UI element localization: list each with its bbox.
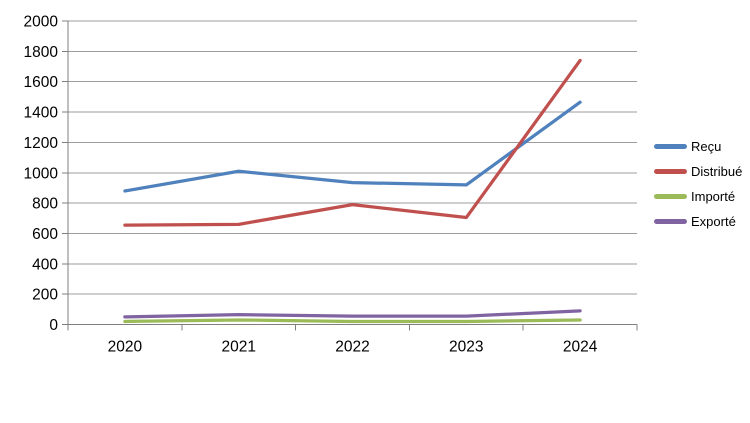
- svg-text:1800: 1800: [24, 44, 59, 61]
- legend-item-recu: Reçu: [654, 134, 742, 159]
- svg-text:2020: 2020: [108, 339, 143, 356]
- legend-line-swatch-importe: [654, 194, 687, 199]
- svg-text:2022: 2022: [335, 339, 369, 356]
- svg-text:2021: 2021: [221, 339, 255, 356]
- line-chart: 2000180016001400120010008006004002000202…: [24, 14, 638, 356]
- legend-label-recu: Reçu: [691, 139, 722, 154]
- svg-text:800: 800: [32, 196, 58, 213]
- legend-label-importe: Importé: [691, 189, 736, 204]
- legend-line-swatch-recu: [654, 144, 687, 149]
- legend-line-swatch-distribue: [654, 169, 687, 174]
- legend-label-distribue: Distribué: [691, 164, 743, 179]
- svg-text:2023: 2023: [449, 339, 483, 356]
- svg-text:1200: 1200: [24, 135, 59, 152]
- svg-text:200: 200: [32, 287, 58, 304]
- legend-item-importe: Importé: [654, 184, 742, 209]
- svg-text:600: 600: [32, 226, 58, 243]
- svg-text:1400: 1400: [24, 105, 59, 122]
- svg-text:1000: 1000: [24, 165, 59, 182]
- svg-text:0: 0: [49, 317, 58, 334]
- legend-line-swatch-exporte: [654, 219, 687, 224]
- legend-item-distribue: Distribué: [654, 159, 742, 184]
- svg-text:400: 400: [32, 256, 58, 273]
- svg-text:1600: 1600: [24, 74, 59, 91]
- svg-text:2000: 2000: [24, 14, 59, 31]
- legend-label-exporte: Exporté: [691, 214, 736, 229]
- legend-item-exporte: Exporté: [654, 209, 742, 234]
- svg-text:2024: 2024: [563, 339, 598, 356]
- chart-legend: Reçu Distribué Importé Exporté: [654, 134, 742, 234]
